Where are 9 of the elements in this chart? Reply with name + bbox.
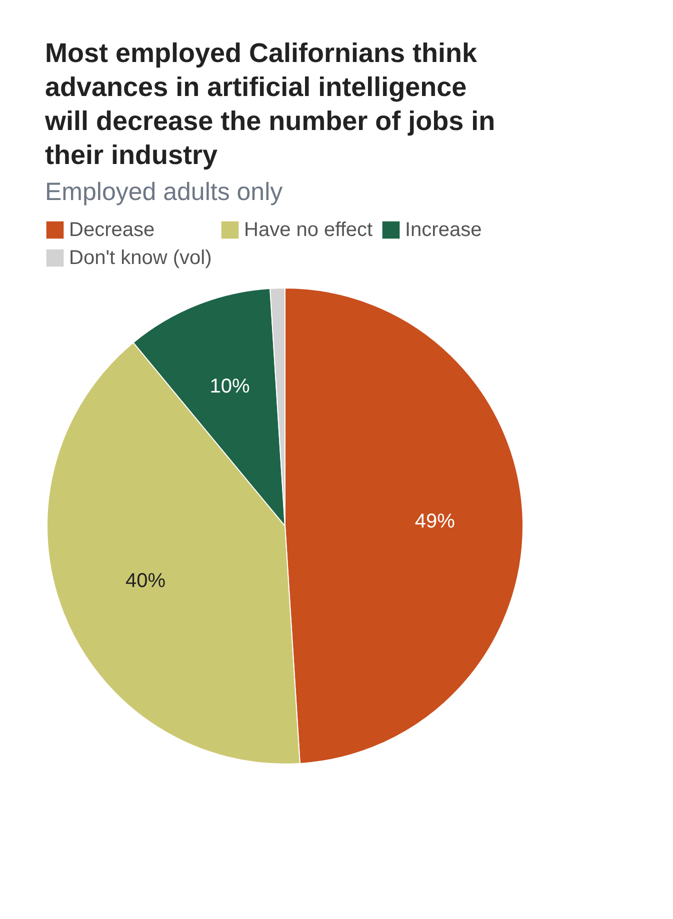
legend-label: Decrease — [69, 219, 155, 241]
data-label: 40% — [126, 570, 166, 592]
legend-label: Have no effect — [244, 219, 374, 241]
data-label: 10% — [210, 376, 250, 398]
data-label: 49% — [414, 510, 456, 532]
legend-label: Don't know (vol) — [69, 247, 212, 269]
chart-subtitle: Employed adults only — [45, 178, 284, 206]
chart-title: Most employed Californians think advances in artificial intelligence will decrease the number of jobs in their industry — [44, 38, 496, 170]
legend-label: Increase — [405, 219, 482, 241]
